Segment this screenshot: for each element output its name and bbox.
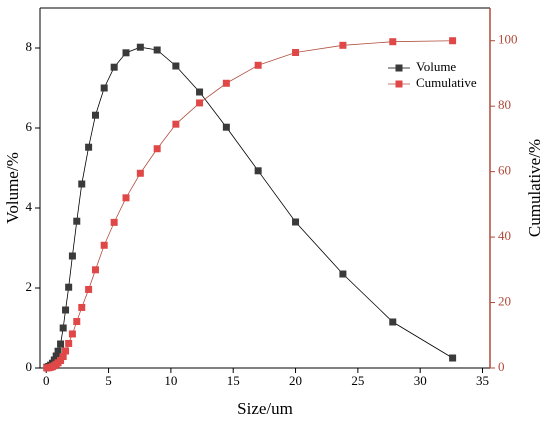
marker: [100, 84, 108, 92]
marker: [449, 354, 457, 362]
x-tick-label: 15: [227, 373, 240, 388]
y2-tick-label: 0: [498, 359, 505, 374]
marker: [57, 356, 65, 364]
marker: [59, 324, 67, 332]
marker: [54, 347, 62, 355]
marker: [136, 169, 144, 177]
x-tick-label: 5: [105, 373, 112, 388]
legend-label: Volume: [416, 59, 456, 74]
marker: [172, 62, 180, 70]
y2-tick-label: 40: [498, 228, 511, 243]
y2-tick-label: 100: [498, 32, 518, 47]
marker: [122, 194, 130, 202]
marker: [62, 306, 70, 314]
x-axis-label: Size/um: [237, 399, 293, 418]
marker: [339, 270, 347, 278]
y2-tick-label: 80: [498, 97, 511, 112]
x-tick-label: 10: [164, 373, 177, 388]
marker: [57, 340, 65, 348]
marker: [292, 218, 300, 226]
y-axis-label: Volume/%: [3, 152, 22, 223]
marker: [65, 339, 73, 347]
marker: [62, 347, 70, 355]
marker: [65, 283, 73, 291]
marker: [78, 180, 86, 188]
marker: [110, 63, 118, 71]
marker: [449, 37, 457, 45]
marker: [59, 353, 67, 361]
marker: [85, 285, 93, 293]
marker: [50, 356, 58, 364]
marker: [110, 218, 118, 226]
marker: [73, 217, 81, 225]
marker: [100, 241, 108, 249]
marker: [85, 143, 93, 151]
marker: [68, 330, 76, 338]
y2-tick-label: 60: [498, 163, 511, 178]
legend-marker: [395, 80, 403, 88]
marker: [222, 79, 230, 87]
y2-tick-label: 20: [498, 294, 511, 309]
marker: [52, 352, 60, 360]
y2-axis-label: Cumulative/%: [525, 139, 544, 237]
marker: [91, 111, 99, 119]
marker: [153, 145, 161, 153]
legend-label: Cumulative: [416, 75, 477, 90]
marker: [292, 49, 300, 57]
y-tick-label: 8: [26, 39, 33, 54]
marker: [196, 99, 204, 107]
marker: [196, 88, 204, 96]
y-tick-label: 2: [26, 279, 33, 294]
marker: [68, 252, 76, 260]
x-tick-label: 30: [414, 373, 427, 388]
marker: [254, 167, 262, 175]
x-tick-label: 25: [351, 373, 364, 388]
x-tick-label: 0: [43, 373, 50, 388]
marker: [222, 123, 230, 131]
marker: [389, 38, 397, 46]
y-tick-label: 0: [26, 359, 33, 374]
marker: [254, 61, 262, 69]
x-tick-label: 35: [476, 373, 489, 388]
marker: [339, 41, 347, 49]
marker: [91, 266, 99, 274]
legend-marker: [395, 64, 403, 72]
marker: [136, 43, 144, 51]
marker: [73, 318, 81, 326]
marker: [78, 303, 86, 311]
marker: [389, 318, 397, 326]
y-tick-label: 4: [26, 199, 33, 214]
y-tick-label: 6: [26, 119, 33, 134]
x-tick-label: 20: [289, 373, 302, 388]
marker: [172, 120, 180, 128]
marker: [122, 49, 130, 57]
marker: [153, 46, 161, 54]
